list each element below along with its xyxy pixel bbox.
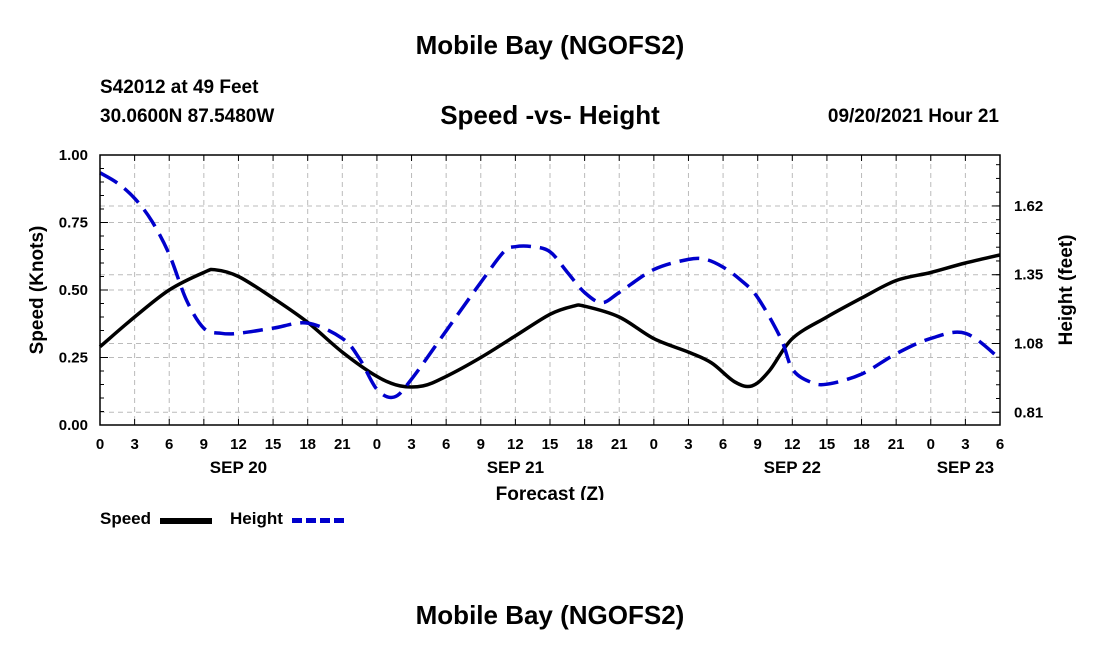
chart-series [98,171,1002,400]
x-tick-label: 6 [996,436,1004,453]
speed-height-chart: 0 3 6 9 12 15 18 21 0 3 6 9 12 15 18 21 0 3 6 9 12 15 18 21 0 3 6S… [27,147,1077,500]
x-axis-label: Forecast (Z) [496,484,605,500]
x-tick-label: 21 [888,436,905,453]
y2-tick-label: 1.08 [1014,335,1043,352]
station-label: S42012 at 49 Feet [100,77,259,98]
page-title: Mobile Bay (NGOFS2) [415,30,685,60]
x-tick-label: 3 [684,436,692,453]
x-tick-label: 9 [754,436,762,453]
date-label: SEP 20 [210,458,267,477]
x-tick-label: 3 [130,436,138,453]
x-tick-label: 3 [407,436,415,453]
x-tick-label: 18 [299,436,316,453]
x-tick-label: 21 [611,436,628,453]
grid-lines [100,155,1000,425]
y2-tick-label: 0.81 [1014,404,1043,421]
x-tick-label: 15 [542,436,559,453]
x-tick-label: 6 [719,436,727,453]
x-tick-label: 12 [230,436,247,453]
legend-height-label: Height [230,509,283,528]
x-tick-label: 12 [507,436,524,453]
x-tick-label: 21 [334,436,351,453]
date-label: SEP 21 [487,458,544,477]
y-tick-label: 0.25 [59,350,88,367]
x-tick-label: 0 [96,436,104,453]
y-tick-label: 0.50 [59,282,88,299]
legend-height-line [292,518,344,523]
x-tick-label: 0 [927,436,935,453]
footer-title: Mobile Bay (NGOFS2) [415,600,685,630]
y2-axis-label: Height (feet) [1056,235,1077,346]
chart-subtitle: Speed -vs- Height [440,100,660,130]
y-tick-label: 0.75 [59,215,88,232]
series-line-speed [98,253,1001,389]
x-tick-label: 15 [265,436,282,453]
x-tick-label: 6 [442,436,450,453]
y-axis-label: Speed (Knots) [27,226,48,355]
x-tick-label: 15 [819,436,836,453]
axes: 0 3 6 9 12 15 18 21 0 3 6 9 12 15 18 21 0 3 6 9 12 15 18 21 0 3 6S… [59,147,1043,477]
x-tick-label: 18 [853,436,870,453]
x-tick-label: 0 [650,436,658,453]
legend-speed-label: Speed [100,509,152,528]
series-line-height [99,171,1002,400]
date-label: SEP 22 [764,458,821,477]
x-tick-label: 3 [961,436,969,453]
x-tick-label: 12 [784,436,801,453]
x-tick-label: 0 [373,436,381,453]
y-tick-label: 1.00 [59,147,88,164]
x-tick-label: 9 [200,436,208,453]
x-tick-label: 18 [576,436,593,453]
y-tick-label: 0.00 [59,417,88,434]
x-tick-label: 6 [165,436,173,453]
legend-speed-line [160,518,212,524]
forecast-datetime: 09/20/2021 Hour 21 [827,106,999,127]
date-label: SEP 23 [937,458,994,477]
coordinates-label: 30.0600N 87.5480W [100,106,275,127]
y2-tick-label: 1.35 [1014,267,1043,284]
x-tick-label: 9 [477,436,485,453]
y2-tick-label: 1.62 [1014,198,1043,215]
